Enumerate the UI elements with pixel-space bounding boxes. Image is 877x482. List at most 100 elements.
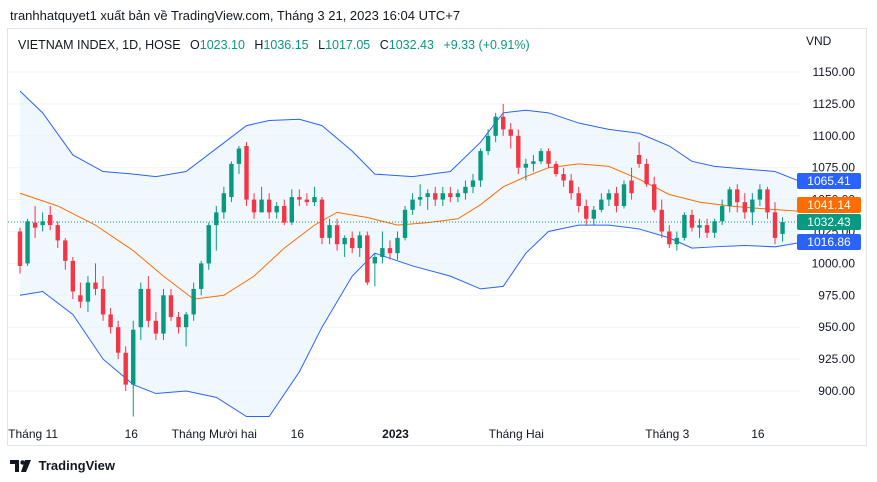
candle-body [395, 237, 400, 254]
candle-body [644, 163, 649, 185]
candle-body [214, 212, 219, 226]
tradingview-logo-icon [10, 459, 31, 472]
candle-body [365, 235, 370, 283]
candle-body [131, 329, 136, 385]
candle-body [659, 209, 664, 232]
candle-body [176, 316, 181, 328]
candle-body [606, 193, 612, 200]
chart-frame [7, 28, 867, 446]
low-label: L [318, 38, 326, 52]
candle-body [357, 235, 362, 249]
candle-body [350, 237, 355, 249]
high-label: H [254, 38, 264, 52]
x-tick-label: 16 [125, 427, 139, 441]
candle-body [161, 295, 166, 334]
candle-body [266, 199, 272, 213]
bollinger-band-fill [20, 91, 798, 417]
candle-body [704, 225, 710, 233]
candle-body [478, 151, 483, 181]
candle-body [780, 222, 785, 234]
x-tick-label: 16 [291, 427, 305, 441]
candle-body [568, 180, 574, 194]
candle-body [191, 288, 196, 315]
tradingview-brand[interactable]: TradingView [10, 457, 115, 473]
candle-body [319, 199, 325, 238]
candle-body [32, 222, 38, 228]
candle-body [138, 288, 143, 328]
x-tick-label: Tháng Mười hai [172, 427, 257, 441]
candle-body [244, 146, 249, 200]
candle-body [727, 189, 732, 206]
y-tick-label: 1150.00 [813, 65, 856, 79]
candle-body [410, 199, 415, 210]
symbol-name: VIETNAM INDEX, 1D, HOSE [18, 38, 181, 52]
x-tick-label: 16 [751, 427, 765, 441]
candle-body [259, 199, 264, 213]
candle-body [455, 193, 461, 198]
candle-body [48, 214, 53, 226]
x-tick-label: Tháng 3 [645, 427, 689, 441]
close-label: C [379, 38, 389, 52]
y-tick-label: 925.00 [818, 352, 855, 366]
candle-body [621, 184, 627, 206]
price-tags: 1065.41 1041.14 1032.43 1016.86 [797, 173, 861, 250]
bollinger-basis-line [19, 163, 798, 300]
candle-body [546, 151, 551, 164]
candle-body [682, 214, 687, 238]
price-tag-label: 1016.86 [807, 235, 851, 249]
candle-body [221, 193, 227, 213]
candle-body [342, 237, 347, 245]
candle-body [417, 197, 423, 200]
change-value: +9.33 (+0.91%) [443, 38, 530, 52]
candle-body [236, 148, 242, 164]
candle-body [591, 209, 596, 219]
candle-body [516, 135, 521, 168]
candle-body [448, 193, 453, 198]
currency-label: VND [806, 34, 832, 48]
x-tick-label: Tháng Hai [489, 427, 544, 441]
candle-body [425, 193, 430, 198]
symbol-legend[interactable]: VIETNAM INDEX, 1D, HOSE O1023.10 H1036.1… [18, 38, 536, 52]
candle-body [153, 320, 159, 334]
candle-body [327, 225, 332, 238]
y-axis[interactable]: 1150.001125.001100.001075.001050.001025.… [812, 65, 856, 398]
price-tag [797, 234, 861, 250]
candle-body [25, 221, 30, 264]
candle-body [674, 237, 680, 245]
candle-body [274, 205, 279, 213]
y-tick-label: 1125.00 [813, 97, 856, 111]
candle-body [470, 180, 476, 187]
price-tag-label: 1041.14 [807, 198, 851, 212]
candle-body [712, 221, 717, 233]
x-axis[interactable]: Tháng 11 16 Tháng Mười hai 16 2023 Tháng Hai T… [8, 427, 765, 441]
candle-body [523, 163, 529, 168]
candle-body [206, 225, 211, 264]
candle-body [538, 151, 544, 162]
candle-body [78, 295, 83, 302]
candle-body [697, 225, 702, 228]
candle-body [312, 197, 317, 203]
y-tick-label: 1075.00 [812, 161, 856, 175]
price-tag [797, 214, 861, 230]
y-tick-label: 1000.00 [812, 256, 856, 270]
high-value: 1036.15 [263, 38, 309, 52]
candle-body [765, 189, 770, 213]
candle-body [501, 116, 506, 130]
price-tag-label: 1065.41 [807, 174, 851, 188]
candle-body [772, 212, 778, 238]
price-tag-label: 1032.43 [807, 215, 851, 229]
x-tick-label: Tháng 11 [8, 427, 58, 441]
candle-body [561, 174, 566, 181]
candle-body [614, 193, 619, 206]
candle-body [304, 199, 310, 203]
candle-body [334, 225, 340, 245]
candle-body [387, 248, 393, 254]
y-tick-label: 950.00 [818, 320, 855, 334]
candles [17, 103, 785, 417]
candle-body [70, 260, 76, 292]
candle-body [123, 352, 128, 385]
y-tick-label: 900.00 [818, 384, 855, 398]
candle-body [689, 214, 695, 228]
candle-body [599, 199, 604, 210]
